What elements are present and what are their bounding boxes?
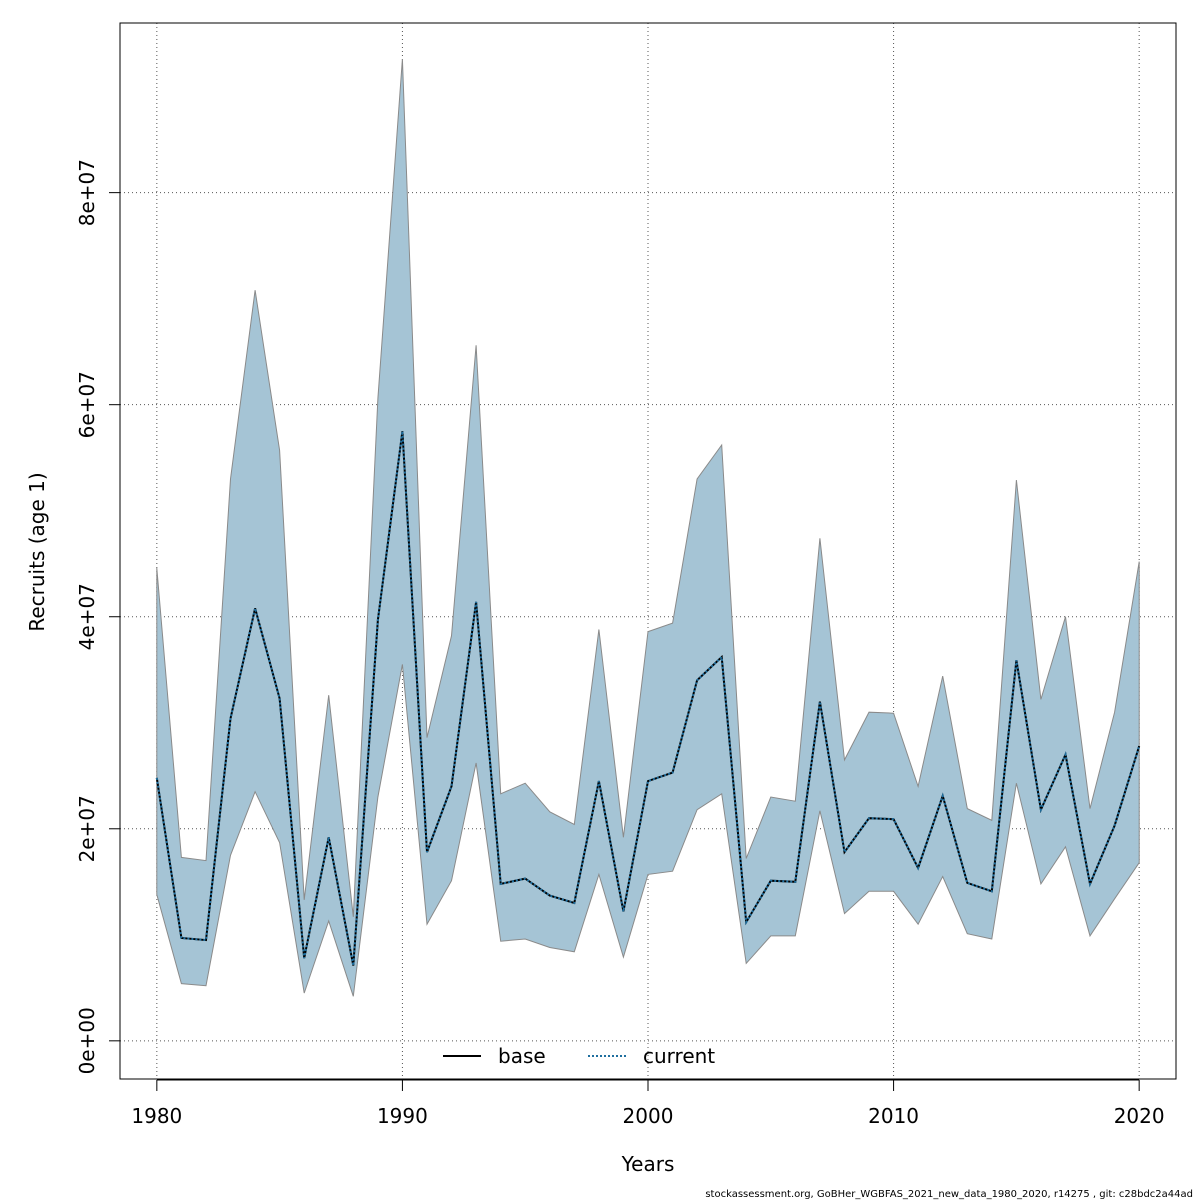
x-axis-title: Years [621, 1152, 675, 1176]
legend-label-base: base [498, 1044, 546, 1068]
x-axis: 1980 1990 2000 2010 2020 [131, 1079, 1165, 1128]
footer-caption: stockassessment.org, GoBHer_WGBFAS_2021_… [705, 1189, 1193, 1200]
confidence-band [156, 58, 1140, 997]
y-tick-label-8e+07: 8e+07 [75, 159, 99, 226]
y-tick-label-6e+07: 6e+07 [75, 371, 99, 438]
y-axis-title: Recruits (age 1) [25, 472, 49, 631]
legend-label-current: current [643, 1044, 715, 1068]
y-axis: 0e+00 2e+07 4e+07 6e+07 8e+07 [75, 159, 121, 1074]
x-tick-label-1980: 1980 [131, 1104, 182, 1128]
y-tick-label-0e+00: 0e+00 [75, 1007, 99, 1074]
y-tick-label-4e+07: 4e+07 [75, 583, 99, 650]
x-tick-label-2000: 2000 [623, 1104, 674, 1128]
y-tick-label-2e+07: 2e+07 [75, 795, 99, 862]
x-tick-label-2010: 2010 [868, 1104, 919, 1128]
x-tick-label-1990: 1990 [377, 1104, 428, 1128]
series-line-base [155, 431, 1141, 966]
legend: base current [443, 1044, 715, 1068]
x-tick-label-2020: 2020 [1114, 1104, 1165, 1128]
